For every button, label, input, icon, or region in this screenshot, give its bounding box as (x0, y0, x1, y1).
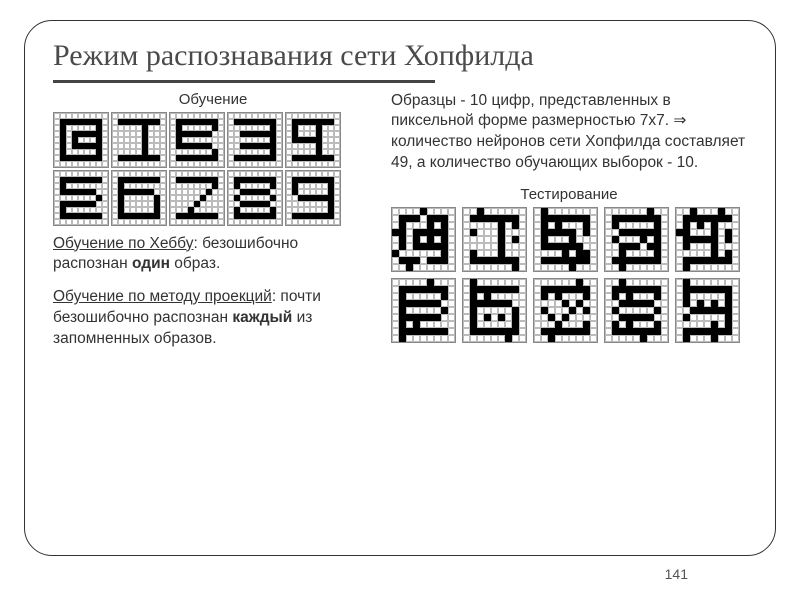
pixel-glyph (675, 207, 740, 272)
proj-paragraph: Обучение по методу проекций: почти безош… (53, 287, 373, 350)
right-column: Образцы - 10 цифр, представленных в пикс… (391, 91, 747, 363)
page-number: 141 (665, 566, 688, 582)
pixel-glyph (533, 278, 598, 343)
pixel-glyph (169, 170, 225, 226)
samples-text-b: количество нейронов сети Хопфилда состав… (391, 133, 745, 171)
pixel-glyph (462, 207, 527, 272)
proj-heading: Обучение по методу проекций (53, 288, 272, 305)
hebb-heading: Обучение по Хеббу (53, 235, 193, 252)
slide-frame: Режим распознавания сети Хопфилда Обучен… (24, 20, 776, 556)
left-column: Обучение Обучение по Хеббу: безошибочно … (53, 91, 373, 363)
training-digits-grid (53, 112, 373, 226)
pixel-glyph (462, 278, 527, 343)
pixel-glyph (604, 207, 669, 272)
hebb-paragraph: Обучение по Хеббу: безошибочно распознан… (53, 234, 373, 276)
slide-title: Режим распознавания сети Хопфилда (53, 39, 747, 74)
hebb-body-b: образ. (170, 255, 220, 272)
training-label: Обучение (53, 91, 373, 108)
hebb-bold: один (132, 255, 170, 272)
pixel-glyph (604, 278, 669, 343)
pixel-glyph (227, 170, 283, 226)
content-columns: Обучение Обучение по Хеббу: безошибочно … (53, 91, 747, 363)
title-underline (53, 80, 435, 83)
testing-digits-grid (391, 207, 747, 343)
pixel-glyph (391, 278, 456, 343)
pixel-glyph (111, 170, 167, 226)
pixel-glyph (169, 112, 225, 168)
pixel-glyph (111, 112, 167, 168)
samples-text-a: Образцы - 10 цифр, представленных в пикс… (391, 92, 673, 130)
pixel-glyph (533, 207, 598, 272)
testing-label: Тестирование (391, 186, 747, 203)
pixel-glyph (53, 170, 109, 226)
proj-bold: каждый (232, 309, 292, 326)
pixel-glyph (391, 207, 456, 272)
left-description: Обучение по Хеббу: безошибочно распознан… (53, 234, 373, 351)
pixel-glyph (285, 112, 341, 168)
implies-arrow-icon: ⇒ (673, 112, 686, 129)
samples-description: Образцы - 10 цифр, представленных в пикс… (391, 91, 747, 175)
samples-paragraph: Образцы - 10 цифр, представленных в пикс… (391, 91, 747, 175)
pixel-glyph (675, 278, 740, 343)
pixel-glyph (227, 112, 283, 168)
pixel-glyph (53, 112, 109, 168)
pixel-glyph (285, 170, 341, 226)
